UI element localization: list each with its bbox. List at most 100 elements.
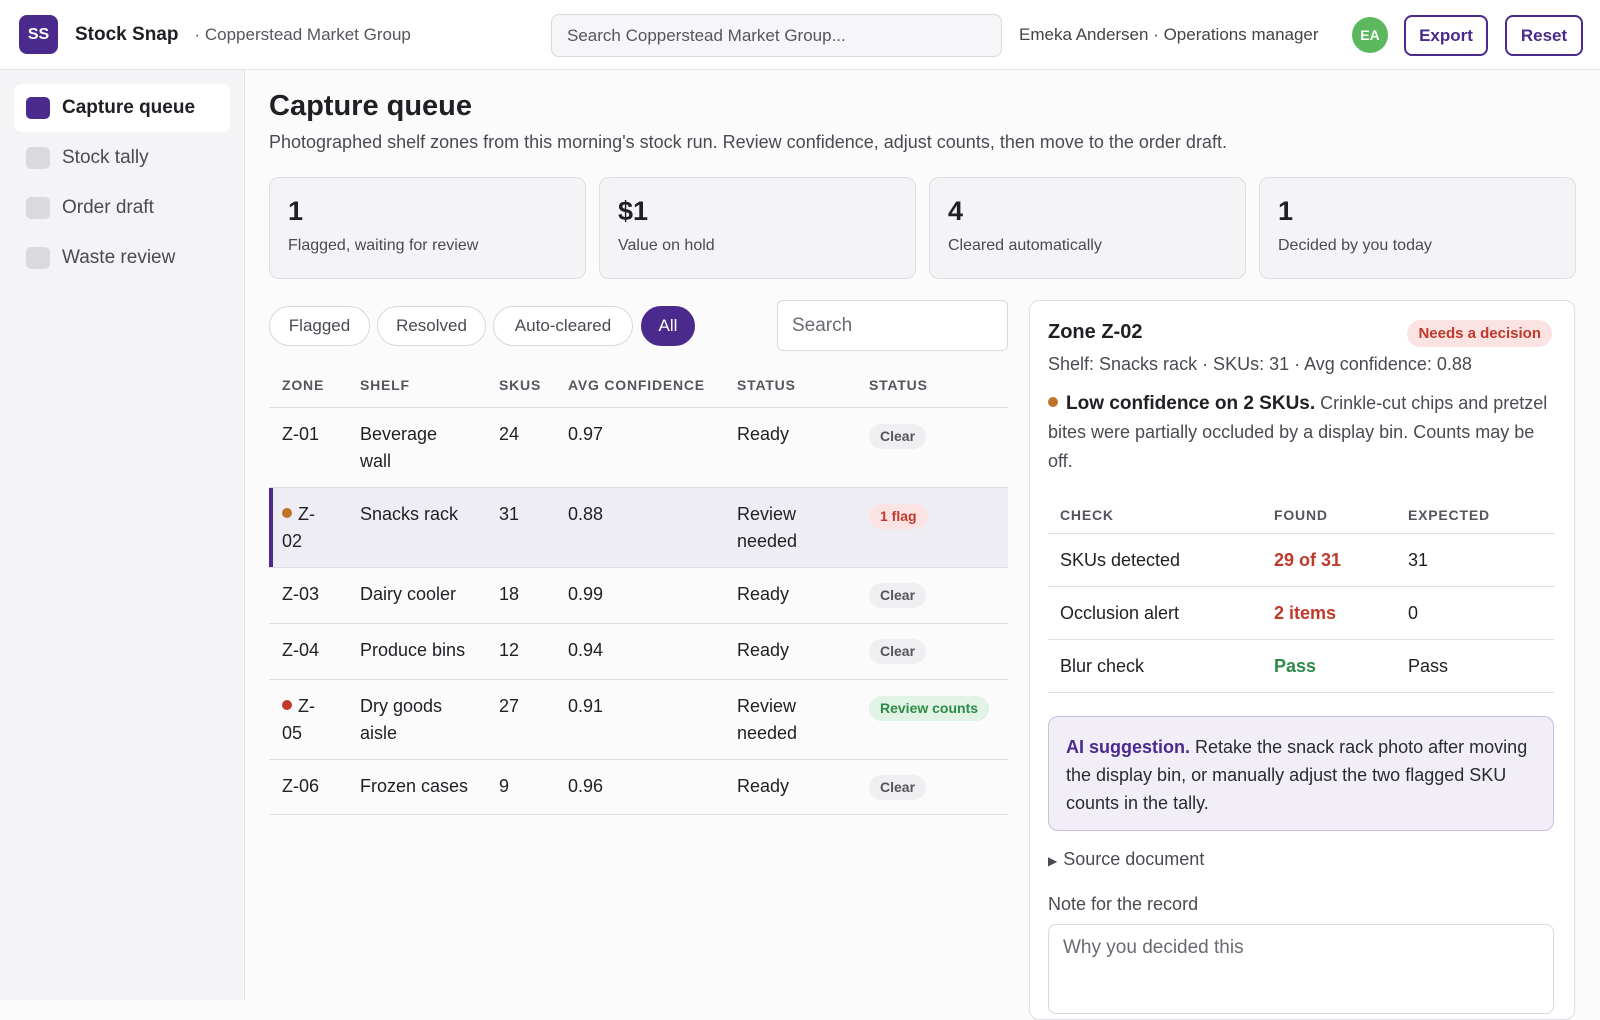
cell-confidence: 0.96 — [568, 776, 604, 796]
sidebar-item-stock-tally[interactable]: Stock tally — [14, 134, 230, 182]
cell-shelf: Beverage wall — [360, 424, 438, 471]
status-badge: Clear — [869, 583, 927, 608]
check-name: SKUs detected — [1060, 550, 1181, 570]
global-search-placeholder: Search Copperstead Market Group... — [567, 25, 846, 45]
sidebar-item-waste-review[interactable]: Waste review — [14, 234, 230, 282]
col-skus[interactable]: SKUS — [499, 377, 542, 393]
stat-card-flagged: 1 Flagged, waiting for review — [269, 177, 586, 279]
table-row[interactable]: Z-06 Frozen cases 9 0.96 Ready Clear — [269, 760, 1008, 815]
avatar[interactable]: EA — [1352, 17, 1388, 53]
note-placeholder: Why you decided this — [1063, 937, 1244, 958]
stat-value: 1 — [1278, 196, 1294, 226]
nav-square-icon — [26, 247, 50, 269]
col-found: FOUND — [1274, 507, 1328, 523]
check-row: Occlusion alert 2 items 0 — [1048, 587, 1554, 640]
status-badge: 1 flag — [869, 504, 928, 529]
note-textarea[interactable]: Why you decided this — [1048, 924, 1554, 1014]
confidence-alert: Low confidence on 2 SKUs. Crinkle-cut ch… — [1048, 389, 1553, 476]
table-row[interactable]: Z-03 Dairy cooler 18 0.99 Ready Clear — [269, 568, 1008, 624]
top-bar: SS Stock Snap · Copperstead Market Group — [0, 0, 1600, 70]
warning-dot-icon — [282, 508, 292, 519]
sidebar-item-label: Capture queue — [62, 97, 196, 118]
check-found: Pass — [1274, 656, 1317, 676]
cell-status: Ready — [737, 776, 790, 796]
cell-status: Ready — [737, 584, 790, 604]
check-found: 2 items — [1274, 603, 1337, 623]
table-row[interactable]: Z-01 Beverage wall 24 0.97 Ready Clear — [269, 408, 1008, 488]
source-document-toggle[interactable]: ▶ Source document — [1048, 849, 1204, 870]
filter-resolved[interactable]: Resolved — [377, 306, 486, 346]
table-row[interactable]: Z-05 Dry goods aisle 27 0.91 Review need… — [269, 680, 1008, 760]
table-header: ZONE SHELF SKUS AVG CONFIDENCE STATUS ST… — [269, 362, 1008, 408]
cell-status: Review needed — [737, 504, 798, 551]
col-check: CHECK — [1060, 507, 1114, 523]
cell-skus: 31 — [499, 504, 520, 524]
nav-square-icon — [26, 147, 50, 169]
cell-confidence: 0.97 — [568, 424, 604, 444]
status-badge: Clear — [869, 424, 927, 449]
stat-card-cleared: 4 Cleared automatically — [929, 177, 1246, 279]
col-status[interactable]: STATUS — [737, 377, 796, 393]
status-badge: Clear — [869, 775, 927, 800]
table-search-input[interactable]: Search — [777, 300, 1008, 351]
col-zone[interactable]: ZONE — [282, 377, 325, 393]
table-row[interactable]: Z-04 Produce bins 12 0.94 Ready Clear — [269, 624, 1008, 680]
stat-card-decided: 1 Decided by you today — [1259, 177, 1576, 279]
filter-auto-cleared[interactable]: Auto-cleared — [493, 306, 633, 346]
cell-confidence: 0.88 — [568, 504, 604, 524]
table-search-placeholder: Search — [792, 314, 853, 336]
cell-shelf: Snacks rack — [360, 504, 459, 524]
warning-dot-icon — [1048, 397, 1058, 408]
zone-detail-panel: Zone Z-02 Needs a decision Shelf: Snacks… — [1029, 300, 1575, 1020]
check-found: 29 of 31 — [1274, 550, 1342, 570]
col-status-badge[interactable]: STATUS — [869, 377, 928, 393]
check-row: Blur check Pass Pass — [1048, 640, 1554, 693]
col-shelf[interactable]: SHELF — [360, 377, 410, 393]
app-name: Stock Snap — [75, 23, 179, 45]
alert-dot-icon — [282, 700, 292, 711]
check-expected: 0 — [1408, 603, 1419, 623]
col-avg-confidence[interactable]: AVG CONFIDENCE — [568, 377, 705, 393]
reset-button[interactable]: Reset — [1505, 15, 1583, 56]
table-row-selected[interactable]: Z-02 Snacks rack 31 0.88 Review needed 1… — [269, 488, 1008, 568]
sidebar-item-capture-queue[interactable]: Capture queue — [14, 84, 230, 132]
sidebar: Capture queue Stock tally Order draft Wa… — [0, 70, 245, 1000]
filter-flagged[interactable]: Flagged — [269, 306, 370, 346]
cell-zone: Z-03 — [282, 584, 320, 604]
cell-shelf: Frozen cases — [360, 776, 469, 796]
sidebar-item-order-draft[interactable]: Order draft — [14, 184, 230, 232]
source-label: Source document — [1063, 849, 1205, 869]
checks-table: CHECK FOUND EXPECTED SKUs detected 29 of… — [1048, 493, 1554, 693]
zone-title: Zone Z-02 — [1048, 321, 1143, 343]
stat-label: Cleared automatically — [948, 237, 1102, 254]
status-badge: Needs a decision — [1407, 320, 1552, 347]
cell-zone: Z-05 — [282, 693, 332, 747]
cell-skus: 24 — [499, 424, 520, 444]
page-title: Capture queue — [269, 90, 473, 122]
cell-zone: Z-06 — [282, 776, 320, 796]
stat-label: Value on hold — [618, 237, 715, 254]
ai-suggestion: AI suggestion. Retake the snack rack pho… — [1048, 716, 1554, 831]
stat-label: Flagged, waiting for review — [288, 237, 479, 254]
suggestion-title: AI suggestion. — [1066, 737, 1191, 757]
cell-status: Review needed — [737, 696, 798, 743]
cell-shelf: Produce bins — [360, 640, 466, 660]
nav-square-icon — [26, 197, 50, 219]
suggestion-body: Retake the snack rack photo after moving… — [1066, 737, 1528, 813]
app-logo: SS — [19, 15, 58, 54]
cell-status: Ready — [737, 424, 790, 444]
cell-zone-text: Z-02 — [282, 504, 315, 551]
filter-all[interactable]: All — [641, 306, 695, 346]
global-search-input[interactable]: Search Copperstead Market Group... — [551, 14, 1002, 57]
export-button[interactable]: Export — [1404, 15, 1488, 56]
cell-zone: Z-02 — [282, 501, 332, 555]
note-label: Note for the record — [1048, 894, 1199, 914]
cell-skus: 18 — [499, 584, 520, 604]
stat-label: Decided by you today — [1278, 237, 1432, 254]
cell-status: Ready — [737, 640, 790, 660]
cell-confidence: 0.99 — [568, 584, 604, 604]
check-name: Occlusion alert — [1060, 603, 1180, 623]
org-name: · Copperstead Market Group — [194, 24, 411, 44]
cell-confidence: 0.94 — [568, 640, 604, 660]
check-name: Blur check — [1060, 656, 1145, 676]
